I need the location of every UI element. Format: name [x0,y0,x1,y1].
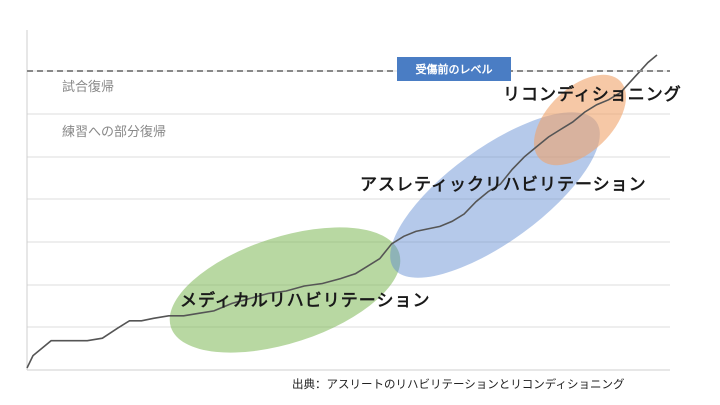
pre-injury-level-badge [397,57,511,81]
phase-label-reconditioning: リコンディショニング [503,84,682,105]
recovery-curve [26,54,658,369]
phase-ellipse-reconditioning [533,74,627,166]
source-note: 出典：アスリートのリハビリテーションとリコンディショニング [292,377,625,391]
phase-label-athletic: アスレティックリハビリテーション [360,175,647,195]
level-label-partial-practice: 練習への部分復帰 [62,124,166,140]
phase-label-medical: メディカルリハビリテーション [180,290,430,311]
phase-ellipse-medical [169,227,401,353]
level-label-return-to-play: 試合復帰 [62,79,114,95]
pre-injury-level-label: 受傷前のレベル [416,62,493,76]
